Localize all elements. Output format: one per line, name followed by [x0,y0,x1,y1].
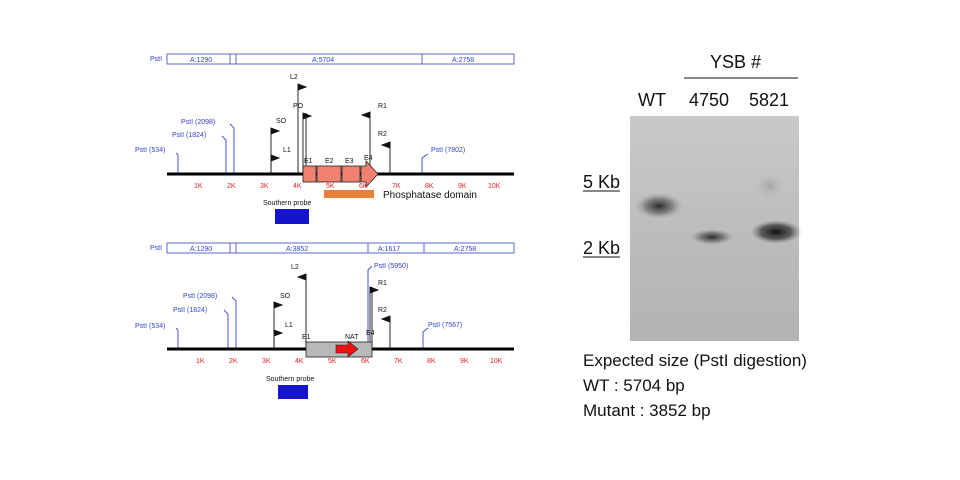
lane-label-4750: 4750 [689,90,729,110]
wt-map: PstI A:1290 A:5704 A:2758 PstI (534) Pst… [135,53,515,224]
svg-text:4K: 4K [293,183,302,190]
wt-pst-1824: PstI (1824) [172,132,206,139]
svg-text:6K: 6K [359,183,368,190]
wt-exon-e4: E4 [364,155,373,162]
wt-segment-1: A:1290 [190,57,212,64]
mutant-cassette-label: NAT [345,334,359,341]
svg-text:9K: 9K [458,183,467,190]
mutant-pst-7567: PstI (7567) [428,322,462,329]
mutant-exon-e4: E4 [366,330,375,337]
mutant-pst-534: PstI (534) [135,323,165,330]
band-4750 [690,229,734,245]
wt-primer-so: SO [276,118,287,125]
wt-exon-e3: E3 [345,158,354,165]
expected-wt: WT : 5704 bp [583,376,685,395]
mutant-pst-1824: PstI (1824) [173,307,207,314]
mutant-pst-2098: PstI (2098) [183,293,217,300]
wt-phosphatase-domain-bar [324,190,374,198]
marker-2kb: 2 Kb [583,238,620,258]
gel-group-label: YSB # [710,52,761,72]
expected-mutant: Mutant : 3852 bp [583,401,711,420]
mutant-primer-so: SO [280,293,291,300]
mutant-primer-r1: R1 [378,280,387,287]
southern-blot: YSB # WT 4750 5821 5 Kb 2 Kb [583,52,802,341]
wt-primer-r1: R1 [378,103,387,110]
expected-size-notes: Expected size (PstI digestion) WT : 5704… [583,351,807,420]
svg-text:2K: 2K [229,358,238,365]
mutant-primer-r2: R2 [378,307,387,314]
mutant-segment-prefix: PstI [150,245,162,252]
mutant-segment-3: A:1617 [378,246,400,253]
lane-label-5821: 5821 [749,90,789,110]
wt-pst-7802: PstI (7802) [431,147,465,154]
wt-segment-prefix: PstI [150,56,162,63]
expected-title: Expected size (PstI digestion) [583,351,807,370]
svg-text:6K: 6K [361,358,370,365]
nat-arrow [335,340,359,358]
lane-label-wt: WT [638,90,666,110]
wt-gene [302,159,379,189]
svg-text:8K: 8K [427,358,436,365]
mutant-southern-probe-label: Southern probe [266,376,314,383]
svg-text:7K: 7K [392,183,401,190]
svg-text:3K: 3K [260,183,269,190]
wt-segment-bar: PstI A:1290 A:5704 A:2758 [150,53,515,65]
svg-text:4K: 4K [295,358,304,365]
marker-5kb: 5 Kb [583,172,620,192]
mutant-pst-sites [175,265,429,349]
wt-exon-e1: E1 [304,158,313,165]
wt-phosphatase-domain-label: Phosphatase domain [383,190,477,201]
wt-segment-2: A:5704 [312,57,334,64]
wt-pst-sites [175,123,429,174]
wt-primer-l1: L1 [283,147,291,154]
mutant-primers [273,273,391,349]
wt-ticks: 1K 2K 3K 4K 5K 6K 7K 8K 9K 10K [194,183,501,190]
mutant-ticks: 1K 2K 3K 4K 5K 6K 7K 8K 9K 10K [196,358,503,365]
svg-text:10K: 10K [488,183,501,190]
svg-text:9K: 9K [460,358,469,365]
mutant-pst-5950: PstI (5950) [374,263,408,270]
mutant-exon-e1: E1 [302,334,311,341]
wt-southern-probe-label: Southern probe [263,200,311,207]
svg-text:2K: 2K [227,183,236,190]
mutant-map: PstI A:1290 A:3852 A:1617 A:2758 PstI (5… [135,242,515,399]
wt-southern-probe [275,209,309,224]
wt-pst-2098: PstI (2098) [181,119,215,126]
wt-primer-po: PO [293,103,304,110]
wt-primer-l2: L2 [290,74,298,81]
mutant-segment-2: A:3852 [286,246,308,253]
svg-text:5K: 5K [326,183,335,190]
wt-primers [270,83,391,174]
wt-segment-3: A:2758 [452,57,474,64]
wt-primer-r2: R2 [378,131,387,138]
mutant-segment-1: A:1290 [190,246,212,253]
mutant-primer-l1: L1 [285,322,293,329]
svg-text:5K: 5K [328,358,337,365]
svg-text:3K: 3K [262,358,271,365]
band-wt [635,193,683,219]
svg-text:7K: 7K [394,358,403,365]
mutant-segment-4: A:2758 [454,246,476,253]
mutant-primer-l2: L2 [291,264,299,271]
svg-text:1K: 1K [196,358,205,365]
mutant-segment-bar: PstI A:1290 A:3852 A:1617 A:2758 [150,242,515,254]
band-5821 [750,220,802,244]
svg-text:1K: 1K [194,183,203,190]
mutant-southern-probe [278,385,308,399]
wt-pst-534: PstI (534) [135,147,165,154]
svg-text:10K: 10K [490,358,503,365]
svg-text:8K: 8K [425,183,434,190]
wt-exon-e2: E2 [325,158,334,165]
smear-5821 [754,172,786,200]
mutant-gene [305,340,373,358]
